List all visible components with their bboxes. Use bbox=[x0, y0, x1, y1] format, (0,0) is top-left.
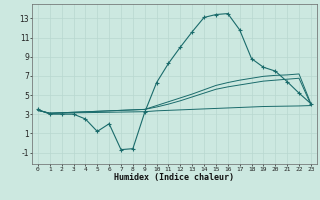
X-axis label: Humidex (Indice chaleur): Humidex (Indice chaleur) bbox=[115, 173, 234, 182]
